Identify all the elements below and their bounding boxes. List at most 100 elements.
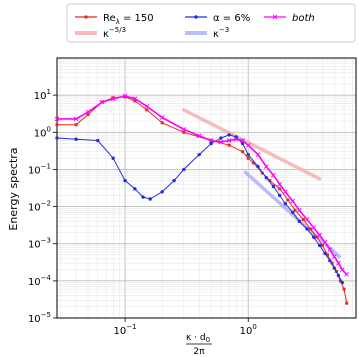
data-point bbox=[246, 156, 250, 160]
data-point bbox=[55, 136, 59, 140]
y-tick-label: 10−5 bbox=[28, 311, 51, 325]
plot-frame bbox=[56, 57, 357, 319]
data-point bbox=[264, 175, 268, 180]
legend: Reλ = 150 α = 6% both κ−5/3 κ−3 bbox=[66, 3, 356, 43]
legend-item-4: κ−3 bbox=[185, 26, 229, 40]
data-point bbox=[111, 96, 115, 100]
data-point bbox=[110, 96, 116, 102]
series-1 bbox=[55, 133, 344, 285]
data-point bbox=[311, 225, 317, 231]
data-point bbox=[233, 136, 239, 142]
legend-item-0: Reλ = 150 bbox=[75, 13, 154, 26]
grid bbox=[57, 58, 356, 319]
series-0 bbox=[55, 95, 349, 305]
data-point bbox=[277, 181, 283, 187]
data-point bbox=[240, 138, 245, 143]
data-point bbox=[218, 139, 224, 145]
data-point bbox=[330, 261, 334, 265]
axis-ticks: 10−1 100 101 100 10−1 10−2 10−3 10−4 10−5 bbox=[28, 88, 257, 337]
data-point bbox=[325, 253, 329, 257]
y-tick-label: 100 bbox=[34, 125, 51, 139]
data-point bbox=[339, 267, 345, 273]
data-point bbox=[344, 271, 350, 277]
data-point bbox=[345, 301, 349, 305]
data-point bbox=[160, 190, 164, 194]
data-point bbox=[123, 178, 127, 183]
data-point bbox=[304, 217, 310, 222]
data-point bbox=[340, 280, 344, 285]
data-point bbox=[323, 251, 327, 256]
data-point bbox=[271, 184, 276, 189]
data-point bbox=[246, 152, 250, 157]
data-point bbox=[297, 219, 302, 224]
data-point bbox=[278, 187, 282, 191]
series-line-1 bbox=[56, 134, 343, 284]
series-line-4 bbox=[243, 170, 342, 259]
data-point bbox=[85, 109, 91, 115]
data-point bbox=[159, 115, 165, 120]
data-point bbox=[122, 93, 128, 99]
data-point bbox=[301, 217, 305, 221]
data-point bbox=[336, 273, 341, 278]
x-tick-label: 100 bbox=[240, 323, 257, 337]
data-point bbox=[296, 207, 302, 213]
series-line-3 bbox=[182, 108, 322, 181]
y-tick-label: 10−1 bbox=[28, 162, 51, 176]
data-point bbox=[96, 138, 100, 143]
legend-label: κ−3 bbox=[213, 26, 229, 40]
y-axis-label: Energy spectra bbox=[7, 147, 20, 230]
data-point bbox=[86, 113, 90, 117]
y-tick-label: 10−2 bbox=[28, 200, 51, 214]
legend-box bbox=[66, 3, 356, 43]
data-point bbox=[196, 133, 202, 139]
data-point bbox=[245, 142, 251, 148]
data-point bbox=[317, 232, 322, 238]
legend-item-3: κ−5/3 bbox=[75, 26, 126, 40]
series-4 bbox=[243, 170, 342, 259]
data-point bbox=[219, 136, 223, 140]
data-point bbox=[291, 210, 295, 215]
series-2 bbox=[54, 93, 350, 277]
data-point bbox=[74, 123, 78, 127]
legend-item-1: α = 6% bbox=[185, 13, 250, 24]
series-3 bbox=[182, 108, 322, 181]
data-point bbox=[283, 201, 288, 206]
data-point bbox=[282, 189, 288, 195]
data-point bbox=[123, 95, 127, 99]
data-point bbox=[322, 239, 328, 245]
data-point bbox=[148, 197, 152, 201]
data-point bbox=[271, 172, 276, 178]
data-point bbox=[317, 243, 322, 248]
data-point bbox=[293, 208, 297, 212]
data-point bbox=[338, 279, 342, 283]
data-point bbox=[311, 235, 316, 239]
legend-label: both bbox=[292, 13, 315, 24]
legend-marker bbox=[84, 15, 88, 19]
data-point bbox=[227, 143, 231, 147]
data-point bbox=[55, 123, 59, 127]
data-point bbox=[308, 227, 312, 231]
data-point bbox=[145, 108, 149, 112]
y-tick-label: 10−4 bbox=[28, 274, 52, 288]
x-axis-label: κ · d0 2π bbox=[186, 333, 212, 357]
data-point bbox=[320, 243, 324, 247]
data-point bbox=[172, 178, 176, 183]
data-point bbox=[328, 258, 332, 263]
x-axis-label-numerator-sub: 0 bbox=[206, 336, 210, 344]
data-point bbox=[342, 287, 346, 291]
data-point bbox=[144, 103, 150, 109]
x-axis-label-numerator: κ · d bbox=[186, 333, 206, 343]
data-point bbox=[132, 96, 138, 102]
legend-label: κ−5/3 bbox=[103, 26, 126, 40]
data-point bbox=[290, 198, 296, 204]
data-point bbox=[133, 99, 137, 103]
data-point bbox=[99, 99, 105, 105]
data-point bbox=[240, 141, 245, 146]
data-point bbox=[209, 141, 213, 146]
data-point bbox=[141, 195, 145, 199]
data-point bbox=[160, 121, 164, 125]
data-point bbox=[241, 150, 245, 154]
data-point bbox=[305, 227, 309, 231]
data-point bbox=[286, 198, 290, 202]
